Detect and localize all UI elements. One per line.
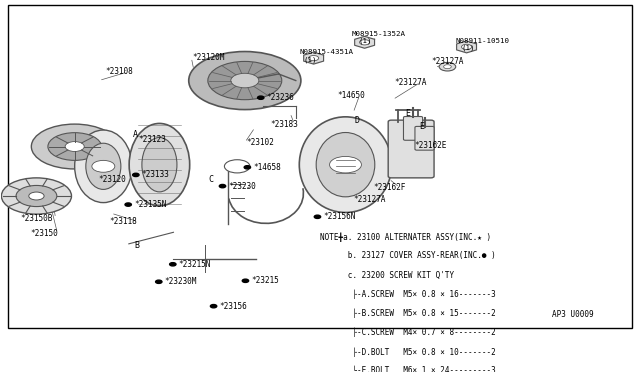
Circle shape — [92, 160, 115, 172]
Circle shape — [189, 52, 301, 110]
Text: (1): (1) — [461, 45, 475, 51]
Ellipse shape — [300, 117, 392, 212]
Text: B: B — [134, 241, 139, 250]
Text: A: A — [132, 131, 138, 140]
Circle shape — [31, 124, 118, 169]
Text: AP3 U0009: AP3 U0009 — [552, 310, 594, 319]
Text: c. 23200 SCREW KIT Q'TY: c. 23200 SCREW KIT Q'TY — [320, 270, 454, 279]
Text: E: E — [419, 122, 424, 131]
Text: *23118: *23118 — [109, 217, 138, 226]
Ellipse shape — [316, 132, 375, 197]
Text: E: E — [405, 109, 410, 118]
Circle shape — [125, 203, 131, 206]
Circle shape — [208, 61, 282, 100]
Text: *23230: *23230 — [228, 182, 256, 190]
Circle shape — [244, 166, 250, 169]
Circle shape — [132, 173, 139, 177]
Circle shape — [1, 178, 72, 214]
Text: ├-A.SCREW  M5× 0.8 × 16-------3: ├-A.SCREW M5× 0.8 × 16-------3 — [320, 290, 496, 299]
Circle shape — [170, 263, 176, 266]
Text: *23150: *23150 — [30, 229, 58, 238]
Circle shape — [225, 160, 250, 173]
Text: *23162F: *23162F — [373, 183, 405, 192]
Polygon shape — [456, 41, 477, 53]
Text: *23215N: *23215N — [179, 260, 211, 269]
Text: *23127A: *23127A — [354, 195, 386, 204]
Text: *23127A: *23127A — [394, 78, 426, 87]
Circle shape — [211, 305, 217, 308]
Text: *14658: *14658 — [253, 163, 281, 172]
FancyBboxPatch shape — [388, 120, 434, 178]
Text: *14650: *14650 — [338, 91, 365, 100]
Text: ├-B.SCREW  M5× 0.8 × 15-------2: ├-B.SCREW M5× 0.8 × 15-------2 — [320, 309, 496, 318]
Text: N08911-10510: N08911-10510 — [455, 38, 509, 44]
Circle shape — [243, 279, 248, 282]
FancyBboxPatch shape — [415, 126, 434, 150]
Circle shape — [16, 186, 57, 206]
Text: *23135N: *23135N — [134, 200, 166, 209]
Text: *23215: *23215 — [251, 276, 279, 285]
Circle shape — [444, 65, 451, 69]
Circle shape — [360, 40, 370, 45]
Text: b. 23127 COVER ASSY-REAR(INC.● ): b. 23127 COVER ASSY-REAR(INC.● ) — [320, 251, 496, 260]
Polygon shape — [355, 36, 374, 48]
Circle shape — [29, 192, 44, 200]
Text: *23162E: *23162E — [414, 141, 447, 150]
Text: N08915-4351A: N08915-4351A — [300, 49, 354, 55]
Polygon shape — [304, 52, 324, 64]
Circle shape — [330, 156, 362, 173]
Ellipse shape — [86, 143, 121, 189]
Text: *23120M: *23120M — [193, 53, 225, 62]
Text: ├-D.BOLT   M5× 0.8 × 10-------2: ├-D.BOLT M5× 0.8 × 10-------2 — [320, 347, 496, 357]
Ellipse shape — [142, 138, 177, 192]
Text: NOTE╋a. 23100 ALTERNATER ASSY(INC.★ ): NOTE╋a. 23100 ALTERNATER ASSY(INC.★ ) — [320, 232, 491, 242]
Circle shape — [156, 280, 162, 283]
Circle shape — [257, 96, 264, 99]
Text: C: C — [208, 175, 213, 184]
Text: *23150B: *23150B — [20, 214, 53, 223]
Circle shape — [308, 55, 319, 61]
Text: M08915-1352A: M08915-1352A — [352, 31, 406, 37]
Text: *23230M: *23230M — [164, 277, 197, 286]
Text: *23123: *23123 — [138, 135, 166, 144]
Circle shape — [439, 62, 456, 71]
Text: *23108: *23108 — [105, 67, 133, 77]
Circle shape — [314, 215, 321, 218]
Text: ├-C.SCREW  M4× 0.7 × 8--------2: ├-C.SCREW M4× 0.7 × 8--------2 — [320, 328, 496, 337]
Text: *23156: *23156 — [220, 302, 247, 311]
Text: *23236: *23236 — [266, 93, 294, 102]
Text: *23133: *23133 — [141, 170, 170, 179]
FancyBboxPatch shape — [403, 116, 422, 140]
Circle shape — [48, 133, 101, 160]
Ellipse shape — [75, 130, 132, 203]
Text: (1): (1) — [303, 56, 317, 63]
Text: *23102: *23102 — [246, 138, 275, 147]
Circle shape — [231, 73, 259, 88]
Text: *23120: *23120 — [99, 175, 126, 184]
Circle shape — [65, 142, 84, 151]
Circle shape — [220, 185, 226, 188]
Text: *23156N: *23156N — [323, 212, 356, 221]
Circle shape — [461, 44, 472, 49]
Text: *23127A: *23127A — [431, 57, 463, 66]
Text: D: D — [355, 116, 360, 125]
Ellipse shape — [129, 124, 189, 206]
Text: *23183: *23183 — [270, 120, 298, 129]
Text: (1): (1) — [358, 38, 372, 44]
Text: └-E.BOLT   M6× 1 × 24---------3: └-E.BOLT M6× 1 × 24---------3 — [320, 366, 496, 372]
